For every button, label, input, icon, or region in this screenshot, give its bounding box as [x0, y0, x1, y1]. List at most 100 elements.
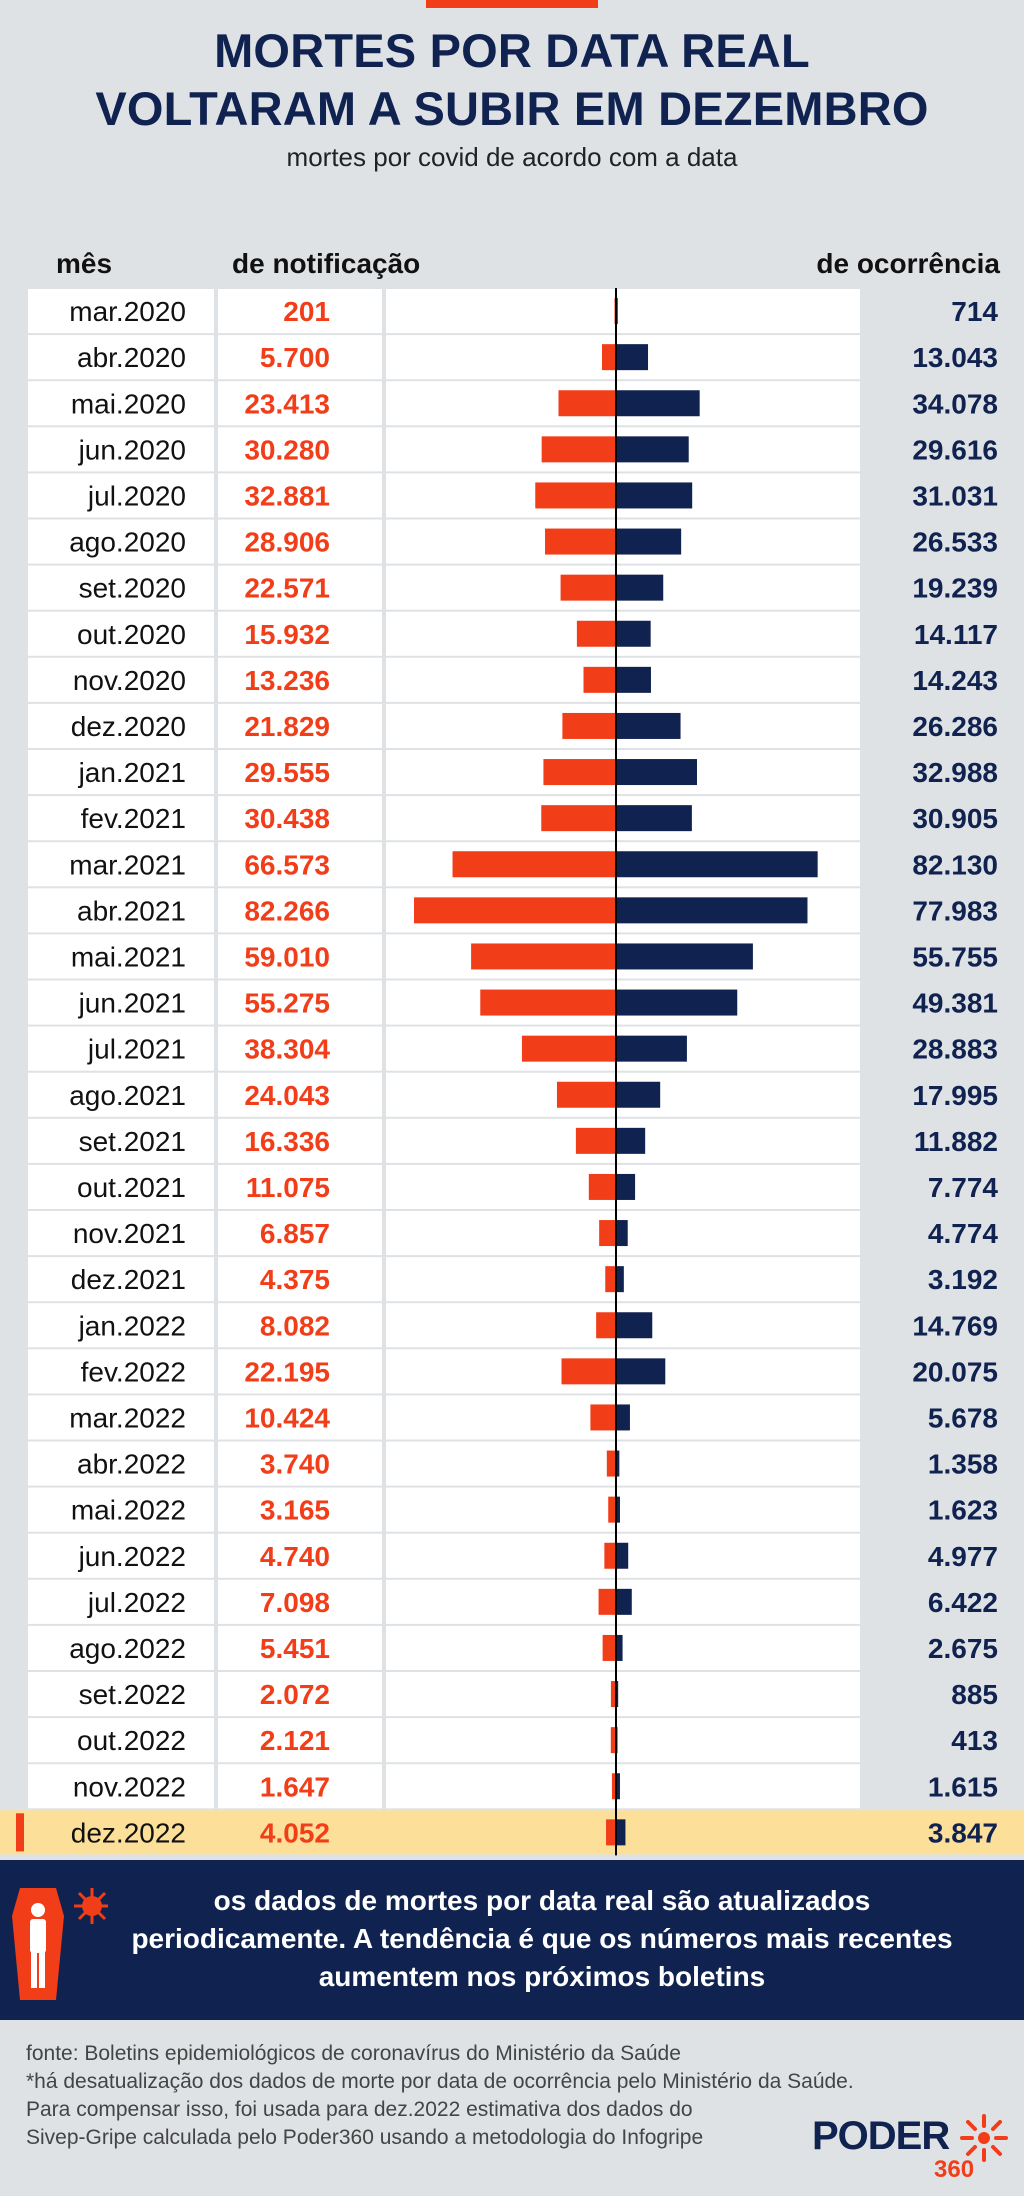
occurrence-bar — [616, 1266, 624, 1293]
occurrence-value-label: 31.031 — [912, 480, 998, 511]
occurrence-bar — [616, 1819, 626, 1846]
occurrence-value-label: 26.533 — [912, 527, 998, 558]
month-cell-bg — [28, 1441, 214, 1486]
notification-bar — [521, 1035, 616, 1062]
month-cell-bg — [28, 565, 214, 610]
occurrence-value-label: 1.615 — [928, 1771, 998, 1802]
occurrence-value-label: 5.678 — [928, 1402, 998, 1433]
month-cell-bg — [28, 1257, 214, 1302]
top-accent-bar — [426, 0, 598, 8]
notification-cell-bg — [218, 289, 382, 334]
occurrence-bar — [616, 1450, 620, 1477]
occurrence-bar — [616, 390, 700, 417]
occurrence-bar — [616, 1035, 687, 1062]
banner-text-line2: periodicamente. A tendência é que os núm… — [131, 1923, 953, 1954]
notification-bar — [545, 528, 616, 555]
notification-value-label: 3.740 — [260, 1449, 330, 1480]
notification-cell-bg — [218, 1164, 382, 1209]
column-header-notification: de notificação — [232, 248, 421, 279]
occurrence-bar — [616, 574, 664, 601]
notification-value-label: 16.336 — [244, 1126, 330, 1157]
notification-value-label: 13.236 — [244, 665, 330, 696]
notification-bar — [606, 1450, 616, 1477]
occurrence-bar — [616, 1404, 630, 1431]
notification-value-label: 1.647 — [260, 1771, 330, 1802]
notification-value-label: 82.266 — [244, 895, 330, 926]
source-line3: Para compensar isso, foi usada para dez.… — [26, 2098, 693, 2121]
month-cell-bg — [28, 888, 214, 933]
notification-bar — [605, 1266, 616, 1293]
notification-cell-bg — [218, 1579, 382, 1624]
notification-bar — [543, 759, 616, 786]
notification-cell-bg — [218, 888, 382, 933]
notification-cell-bg — [218, 980, 382, 1025]
occurrence-bar — [616, 1358, 666, 1385]
notification-cell-bg — [218, 335, 382, 380]
occurrence-value-label: 19.239 — [912, 573, 998, 604]
sunburst-logo-icon — [960, 2114, 1008, 2162]
occurrence-bar — [616, 620, 651, 647]
month-cell-bg — [28, 1026, 214, 1071]
month-label: out.2020 — [77, 619, 186, 650]
occurrence-value-label: 2.675 — [928, 1633, 998, 1664]
notification-value-label: 28.906 — [244, 527, 330, 558]
occurrence-bar — [616, 759, 698, 786]
month-label: ago.2020 — [69, 527, 186, 558]
occurrence-value-label: 714 — [951, 296, 998, 327]
month-label: mar.2021 — [69, 849, 186, 880]
month-cell-bg — [28, 842, 214, 887]
occurrence-value-label: 49.381 — [912, 988, 998, 1019]
notification-value-label: 55.275 — [244, 988, 330, 1019]
notification-value-label: 22.195 — [244, 1356, 330, 1387]
occurrence-value-label: 3.192 — [928, 1264, 998, 1295]
notification-value-label: 24.043 — [244, 1080, 330, 1111]
notification-cell-bg — [218, 1625, 382, 1670]
month-cell-bg — [28, 980, 214, 1025]
notification-cell-bg — [218, 381, 382, 426]
notification-bar — [596, 1312, 616, 1339]
notification-value-label: 4.740 — [260, 1541, 330, 1572]
bar-area-bg — [386, 1672, 860, 1717]
notification-cell-bg — [218, 1533, 382, 1578]
notification-cell-bg — [218, 1026, 382, 1071]
occurrence-value-label: 82.130 — [912, 849, 998, 880]
notification-bar — [608, 1496, 616, 1523]
occurrence-bar — [616, 1681, 619, 1708]
notification-value-label: 29.555 — [244, 757, 330, 788]
notification-cell-bg — [218, 1303, 382, 1348]
notification-bar — [606, 1819, 616, 1846]
month-label: mar.2020 — [69, 296, 186, 327]
month-cell-bg — [28, 750, 214, 795]
occurrence-bar — [616, 344, 649, 371]
month-cell-bg — [28, 1672, 214, 1717]
notification-cell-bg — [218, 934, 382, 979]
occurrence-value-label: 14.117 — [914, 619, 998, 650]
column-header-occurrence: de ocorrência — [816, 248, 1000, 279]
month-cell-bg — [28, 1579, 214, 1624]
source-line4: Sivep-Gripe calculada pelo Poder360 usan… — [26, 2126, 704, 2149]
banner-text-line3: aumentem nos próximos boletins — [318, 1961, 766, 1992]
notification-value-label: 38.304 — [244, 1034, 330, 1065]
occurrence-bar — [616, 436, 689, 463]
month-label: set.2022 — [79, 1679, 186, 1710]
notification-value-label: 8.082 — [260, 1310, 330, 1341]
month-cell-bg — [28, 703, 214, 748]
month-label: fev.2022 — [81, 1356, 186, 1387]
occurrence-bar — [616, 897, 808, 924]
month-cell-bg — [28, 611, 214, 656]
notification-cell-bg — [218, 1118, 382, 1163]
month-cell-bg — [28, 1764, 214, 1809]
notification-bar — [598, 1588, 616, 1615]
notification-value-label: 15.932 — [244, 619, 330, 650]
occurrence-bar — [616, 1312, 653, 1339]
notification-value-label: 201 — [283, 296, 330, 327]
month-label: jun.2021 — [78, 988, 186, 1019]
month-label: out.2022 — [77, 1725, 186, 1756]
notification-cell-bg — [218, 1395, 382, 1440]
notification-bar — [604, 1542, 616, 1569]
month-cell-bg — [28, 657, 214, 702]
notification-cell-bg — [218, 1257, 382, 1302]
month-label: jul.2021 — [87, 1034, 186, 1065]
notification-cell-bg — [218, 1441, 382, 1486]
notification-value-label: 21.829 — [244, 711, 330, 742]
